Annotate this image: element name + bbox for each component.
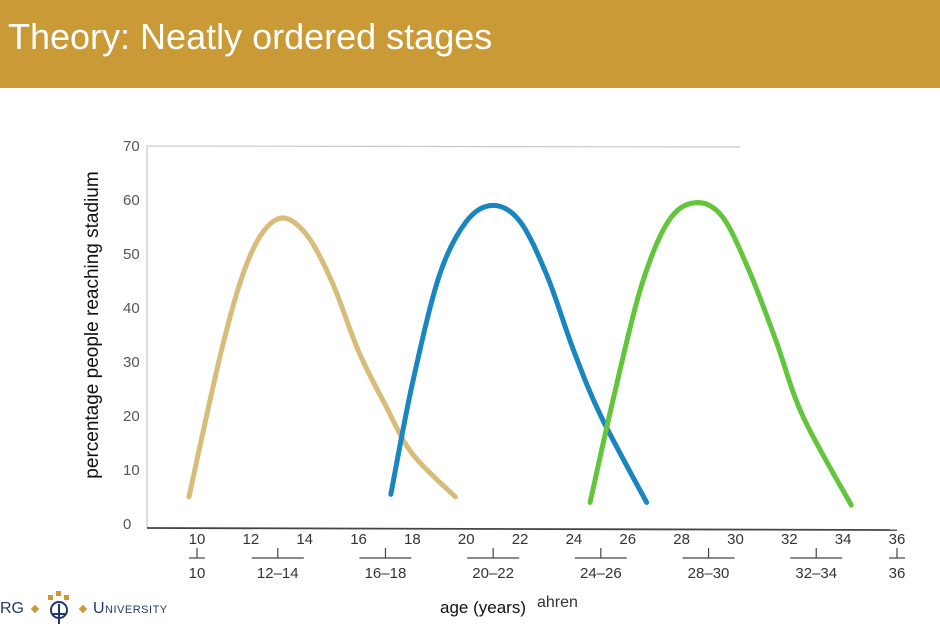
x-tick-label: 14 (296, 531, 313, 548)
x-tick-label: 24 (566, 531, 583, 548)
title-bar: Theory: Neatly ordered stages (0, 0, 940, 88)
x-axis-scan-fragment: ahren (537, 594, 578, 611)
y-tick-label: 50 (123, 246, 140, 263)
x-tick-label: 32 (781, 531, 798, 548)
range-label: 36 (889, 565, 906, 582)
series-2-curve (388, 202, 650, 505)
university-logo: RG University (0, 588, 200, 627)
x-tick-label: 12 (243, 531, 260, 548)
x-tick-label: 34 (835, 531, 852, 548)
y-tick-label: 20 (123, 408, 140, 425)
x-tick-label: 28 (673, 531, 690, 548)
x-tick-label: 36 (889, 531, 906, 548)
y-tick-label: 10 (123, 462, 140, 479)
y-tick-label: 30 (123, 354, 140, 371)
y-tick-label: 70 (123, 138, 140, 155)
series-3-curve (587, 200, 854, 508)
y-axis-label: percentage people reaching stadium (82, 171, 103, 479)
logo-crest-icon (30, 591, 88, 624)
range-label: 20–22 (472, 565, 514, 582)
x-tick-label: 22 (512, 531, 529, 548)
range-label: 16–18 (365, 565, 407, 582)
x-tick-label: 10 (189, 531, 206, 548)
x-tick-label: 20 (458, 531, 475, 548)
y-tick-label: 0 (123, 516, 131, 533)
range-label: 28–30 (688, 565, 730, 582)
x-axis-line (146, 527, 898, 531)
logo-prefix: RG (0, 600, 24, 617)
x-tick-label: 26 (619, 531, 636, 548)
series-1-curve (186, 215, 458, 500)
slide-title: Theory: Neatly ordered stages (8, 16, 493, 57)
y-tick-label: 40 (123, 300, 140, 317)
x-tick-label: 18 (404, 531, 421, 548)
chart: 0 10 20 30 40 50 60 70 10 12 14 16 18 20 22 24 26 28 30 32 3… (123, 138, 906, 582)
y-tick-label: 60 (123, 192, 140, 209)
range-label: 32–34 (795, 565, 837, 582)
top-border-line (146, 145, 741, 148)
range-label: 24–26 (580, 565, 622, 582)
x-tick-label: 16 (350, 531, 367, 548)
x-axis-label: age (years) (440, 598, 526, 617)
range-label: 10 (189, 565, 206, 582)
range-label: 12–14 (257, 565, 299, 582)
x-tick-label: 30 (727, 531, 744, 548)
logo-name: University (93, 600, 168, 617)
